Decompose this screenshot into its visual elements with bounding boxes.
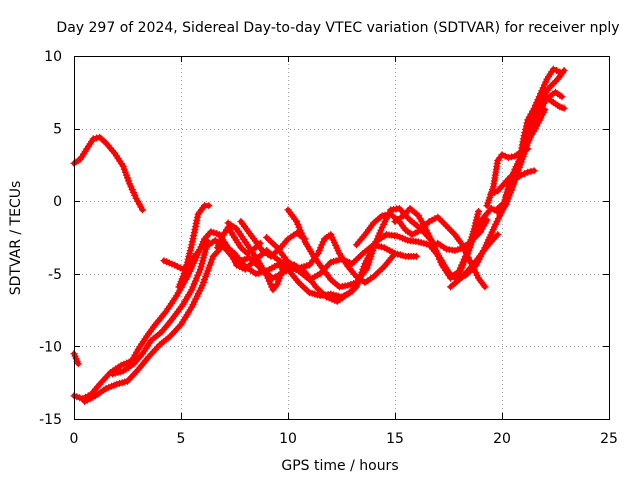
data-point-marker (527, 167, 535, 175)
data-point-marker (519, 135, 527, 143)
data-point-marker (391, 250, 399, 257)
data-point-marker (190, 232, 198, 240)
data-point-marker (277, 271, 284, 279)
x-tick-label: 20 (493, 431, 511, 447)
data-point-marker (549, 65, 557, 73)
x-axis-label: GPS time / hours (281, 458, 398, 474)
data-point-marker (530, 167, 538, 175)
data-point-marker (191, 226, 199, 233)
series-arc-late5 (502, 65, 564, 199)
data-point-marker (475, 207, 482, 215)
data-point-marker (194, 271, 202, 279)
data-point-marker (514, 162, 522, 170)
series-arc-mid7 (284, 206, 360, 291)
data-point-marker (412, 252, 420, 260)
data-point-marker (494, 231, 502, 239)
data-point-marker (483, 216, 491, 224)
series-arc-late6 (537, 90, 568, 112)
y-tick-label: -5 (48, 267, 62, 283)
data-point-marker (521, 170, 528, 178)
series-arc-late1 (447, 231, 502, 291)
series-arc-early (70, 133, 146, 214)
x-tick-label: 15 (386, 431, 404, 447)
data-point-marker (299, 232, 307, 240)
data-point-marker (518, 141, 526, 149)
data-point-marker (89, 135, 97, 143)
data-point-marker (520, 132, 528, 140)
x-tick-label: 0 (70, 431, 79, 447)
data-point-marker (481, 283, 489, 291)
data-point-marker (280, 263, 288, 270)
data-point-marker (353, 279, 360, 286)
data-point-marker (515, 159, 523, 167)
data-point-marker (556, 68, 564, 76)
data-point-marker (498, 151, 506, 159)
data-point-marker (523, 119, 531, 127)
data-point-marker (508, 153, 516, 161)
data-point-marker (74, 360, 82, 368)
data-point-marker (139, 206, 146, 214)
data-point-marker (524, 168, 532, 176)
data-point-marker (560, 104, 568, 112)
grid-lines (74, 56, 609, 419)
data-point-marker (521, 129, 529, 136)
data-point-marker (501, 152, 509, 160)
plot-frame (74, 56, 610, 420)
y-axis-label: SDTVAR / TECUs (8, 181, 24, 296)
data-point-marker (541, 106, 549, 114)
y-tick-label: -15 (39, 412, 62, 428)
y-tick-label: 0 (53, 194, 62, 210)
x-tick-label: 5 (177, 431, 186, 447)
data-point-marker (472, 268, 480, 276)
data-point-marker (205, 202, 213, 210)
y-tick-label: 5 (53, 122, 62, 138)
data-point-marker (93, 134, 100, 142)
data-point-marker (193, 216, 201, 224)
series-arc-mid9 (391, 205, 482, 282)
data-point-marker (188, 238, 196, 246)
data-point-marker (425, 232, 433, 240)
y-tick-label: 10 (44, 49, 62, 65)
x-tick-label: 10 (279, 431, 297, 447)
data-point-marker (558, 93, 566, 101)
data-point-marker (487, 190, 495, 198)
chart-title: Day 297 of 2024, Sidereal Day-to-day VTE… (56, 20, 619, 36)
data-point-marker (504, 154, 512, 162)
series-arc-mid4 (224, 219, 288, 294)
data-point-marker (517, 171, 525, 179)
data-point-marker (203, 236, 211, 244)
data-point-marker (553, 67, 561, 74)
axis-ticks: 0 5 10 15 20 25 -15 -10 -5 0 5 10 (39, 49, 618, 447)
y-tick-label: -10 (39, 339, 62, 355)
data-point-marker (522, 125, 529, 133)
series-arc-mid2 (175, 202, 213, 291)
data-point-marker (522, 122, 530, 130)
data-point-marker (491, 189, 498, 196)
series-arc-mid5 (237, 218, 309, 260)
series-arc-mid10 (434, 216, 491, 255)
x-tick-label: 25 (600, 431, 618, 447)
